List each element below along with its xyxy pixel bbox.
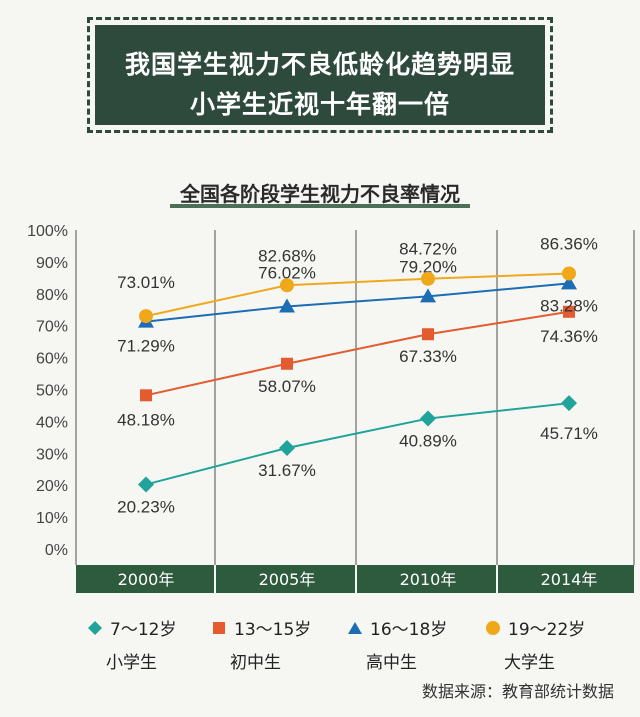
series-line-3 <box>145 272 570 318</box>
legend-group-senior: 高中生 <box>366 653 417 673</box>
legend-label-college: 19～22岁 <box>508 620 586 640</box>
y-tick-label: 80% <box>36 287 68 304</box>
data-label: 86.36% <box>540 235 598 254</box>
data-point <box>561 395 577 412</box>
circle-marker-icon <box>486 620 500 635</box>
data-point <box>280 278 294 293</box>
y-tick-label: 30% <box>36 446 68 463</box>
data-point <box>140 389 152 402</box>
y-tick-label: 90% <box>36 255 68 272</box>
x-tick-label: 2014年 <box>541 570 598 589</box>
data-point <box>139 309 153 324</box>
data-label: 20.23% <box>117 497 175 516</box>
legend-group-college: 大学生 <box>504 653 555 673</box>
title-banner: 我国学生视力不良低龄化趋势明显 小学生近视十年翻一倍 <box>87 17 553 133</box>
data-label: 74.36% <box>540 327 598 346</box>
x-tick-label: 2005年 <box>259 570 316 589</box>
data-point <box>138 476 154 493</box>
legend-label-senior: 16～18岁 <box>370 620 448 640</box>
data-label: 58.07% <box>258 377 316 396</box>
data-point <box>422 328 434 341</box>
data-point <box>281 357 293 370</box>
chart-title: 全国各阶段学生视力不良率情况 <box>180 182 460 206</box>
data-label: 83.28% <box>540 296 598 315</box>
series-line-1 <box>145 310 570 397</box>
y-tick-label: 70% <box>36 319 68 336</box>
y-tick-label: 50% <box>36 383 68 400</box>
data-point <box>562 266 576 281</box>
data-label: 84.72% <box>399 240 457 259</box>
legend-item-senior: 16～18岁 高中生 <box>348 615 447 673</box>
series-line-2 <box>145 282 570 323</box>
triangle-marker-icon <box>348 621 362 634</box>
data-label: 67.33% <box>399 347 457 366</box>
square-marker-icon <box>213 621 225 634</box>
legend-item-primary: 7～12岁 小学生 <box>88 615 176 673</box>
data-label: 73.01% <box>117 273 175 292</box>
series-line-0 <box>145 402 570 486</box>
y-tick-label: 10% <box>36 510 68 527</box>
data-point <box>561 275 577 290</box>
legend-group-junior: 初中生 <box>230 653 281 673</box>
data-label: 45.71% <box>540 424 598 443</box>
x-tick-label: 2000年 <box>118 570 175 589</box>
data-point <box>420 410 436 427</box>
data-label: 79.20% <box>399 257 457 276</box>
data-label: 71.29% <box>117 337 175 356</box>
data-point <box>279 439 295 456</box>
y-tick-label: 40% <box>36 414 68 431</box>
data-label: 40.89% <box>399 432 457 451</box>
data-label: 76.02% <box>258 263 316 282</box>
diamond-marker-icon <box>88 620 102 635</box>
data-source: 数据来源：教育部统计数据 <box>421 682 614 701</box>
legend-item-junior: 13～15岁 初中生 <box>212 615 311 673</box>
data-label: 82.68% <box>258 246 316 265</box>
legend-item-college: 19～22岁 大学生 <box>486 615 585 673</box>
legend-group-primary: 小学生 <box>106 653 157 673</box>
title-underline <box>170 204 470 208</box>
data-point <box>420 288 436 303</box>
x-tick-label: 2010年 <box>400 570 457 589</box>
y-tick-label: 100% <box>27 223 68 240</box>
y-tick-label: 20% <box>36 478 68 495</box>
data-point <box>563 305 575 318</box>
y-tick-label: 0% <box>45 542 68 559</box>
y-tick-label: 60% <box>36 351 68 368</box>
legend-label-junior: 13～15岁 <box>234 620 312 640</box>
banner-title-line1: 我国学生视力不良低龄化趋势明显 <box>124 50 515 79</box>
banner-title-line2: 小学生近视十年翻一倍 <box>189 90 450 119</box>
data-label: 48.18% <box>117 410 175 429</box>
data-point <box>279 298 295 313</box>
legend-label-primary: 7～12岁 <box>110 620 177 640</box>
data-point <box>421 271 435 286</box>
data-label: 31.67% <box>258 461 316 480</box>
